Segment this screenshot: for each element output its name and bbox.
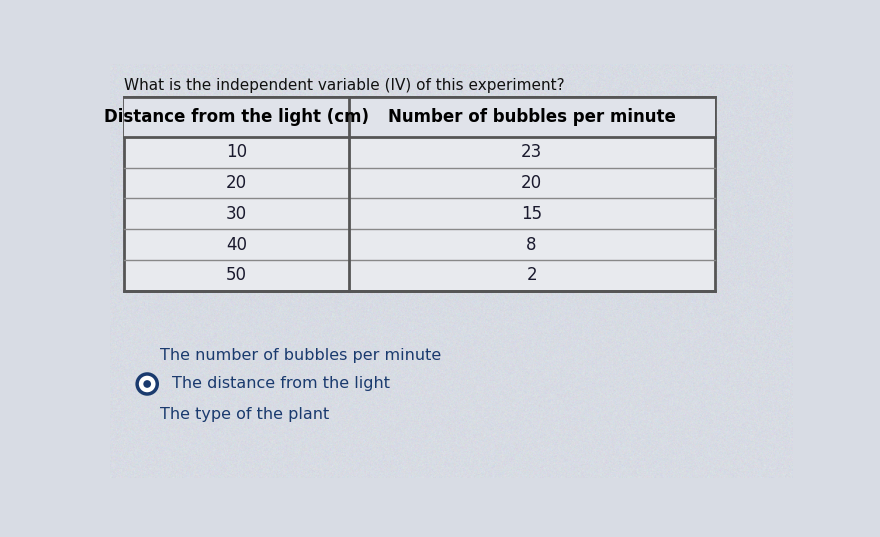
Text: The distance from the light: The distance from the light — [172, 376, 390, 391]
Text: The type of the plant: The type of the plant — [160, 407, 330, 422]
Text: 40: 40 — [226, 236, 246, 253]
Text: 20: 20 — [521, 174, 542, 192]
Text: 50: 50 — [226, 266, 246, 285]
Bar — [124, 97, 715, 291]
Circle shape — [143, 380, 151, 388]
Text: 30: 30 — [226, 205, 247, 223]
Text: Number of bubbles per minute: Number of bubbles per minute — [388, 108, 676, 126]
Text: 8: 8 — [526, 236, 537, 253]
Text: 10: 10 — [226, 143, 247, 161]
Text: Distance from the light (cm): Distance from the light (cm) — [104, 108, 369, 126]
Text: 2: 2 — [526, 266, 537, 285]
Text: 20: 20 — [226, 174, 247, 192]
Text: What is the independent variable (IV) of this experiment?: What is the independent variable (IV) of… — [124, 78, 565, 93]
Text: 23: 23 — [521, 143, 542, 161]
Text: The number of bubbles per minute: The number of bubbles per minute — [160, 348, 442, 363]
Text: 15: 15 — [521, 205, 542, 223]
Bar — [124, 97, 715, 137]
Circle shape — [137, 374, 158, 394]
